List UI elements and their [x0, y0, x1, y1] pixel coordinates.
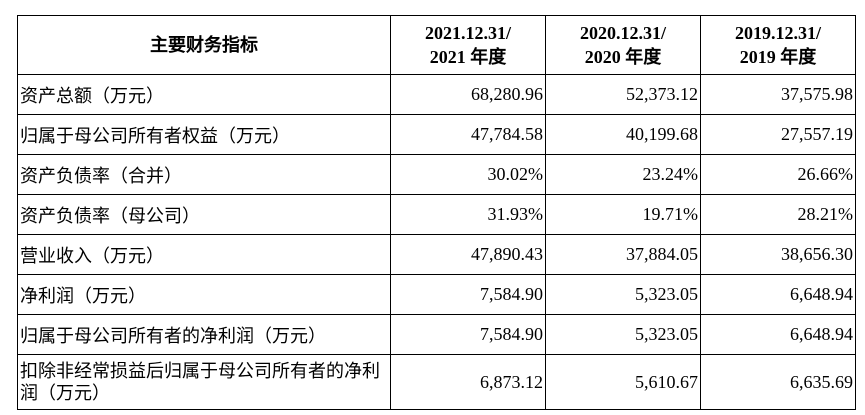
header-cell: 2020.12.31/2020 年度	[545, 15, 701, 75]
row-label: 营业收入（万元）	[17, 234, 391, 275]
cell-value: 6,635.69	[700, 354, 856, 410]
table-row: 资产总额（万元） 68,280.96 52,373.12 37,575.98	[17, 74, 856, 115]
row-label: 归属于母公司所有者的净利润（万元）	[17, 314, 391, 355]
cell-value: 30.02%	[390, 154, 546, 195]
cell-value: 6,648.94	[700, 314, 856, 355]
cell-value: 47,784.58	[390, 114, 546, 155]
header-line: 2020 年度	[584, 47, 662, 67]
row-label: 扣除非经常损益后归属于母公司所有者的净利润（万元）	[17, 354, 391, 410]
cell-value: 37,575.98	[700, 74, 856, 115]
table-row: 资产负债率（合并） 30.02% 23.24% 26.66%	[17, 154, 856, 195]
cell-value: 26.66%	[700, 154, 856, 195]
cell-value: 5,323.05	[545, 274, 701, 315]
row-label: 净利润（万元）	[17, 274, 391, 315]
financial-table: 主要财务指标 2021.12.31/2021 年度 2020.12.31/2020 …	[17, 15, 856, 410]
cell-value: 5,323.05	[545, 314, 701, 355]
row-label: 资产负债率（合并）	[17, 154, 391, 195]
table-row: 营业收入（万元） 47,890.43 37,884.05 38,656.30	[17, 234, 856, 275]
cell-value: 37,884.05	[545, 234, 701, 275]
cell-value: 7,584.90	[390, 314, 546, 355]
header-line: 2019.12.31/	[734, 23, 821, 43]
row-label: 资产总额（万元）	[17, 74, 391, 115]
table-row: 归属于母公司所有者的净利润（万元） 7,584.90 5,323.05 6,648.9…	[17, 314, 856, 355]
cell-value: 68,280.96	[390, 74, 546, 115]
cell-value: 6,648.94	[700, 274, 856, 315]
cell-value: 19.71%	[545, 194, 701, 235]
cell-value: 6,873.12	[390, 354, 546, 410]
table-row: 扣除非经常损益后归属于母公司所有者的净利润（万元） 6,873.12 5,610.6…	[17, 354, 856, 410]
cell-value: 7,584.90	[390, 274, 546, 315]
header-row: 主要财务指标 2021.12.31/2021 年度 2020.12.31/2020 …	[17, 15, 856, 75]
cell-value: 40,199.68	[545, 114, 701, 155]
row-label: 资产负债率（母公司）	[17, 194, 391, 235]
table-row: 净利润（万元） 7,584.90 5,323.05 6,648.94	[17, 274, 856, 315]
cell-value: 52,373.12	[545, 74, 701, 115]
cell-value: 28.21%	[700, 194, 856, 235]
cell-value: 23.24%	[545, 154, 701, 195]
header-cell: 2019.12.31/2019 年度	[700, 15, 856, 75]
table-row: 归属于母公司所有者权益（万元） 47,784.58 40,199.68 27,557.…	[17, 114, 856, 155]
header-cell: 主要财务指标	[17, 15, 391, 75]
header-line: 2021 年度	[429, 47, 507, 67]
header-cell: 2021.12.31/2021 年度	[390, 15, 546, 75]
cell-value: 38,656.30	[700, 234, 856, 275]
header-line: 2020.12.31/	[579, 23, 666, 43]
row-label: 归属于母公司所有者权益（万元）	[17, 114, 391, 155]
cell-value: 47,890.43	[390, 234, 546, 275]
cell-value: 31.93%	[390, 194, 546, 235]
cell-value: 27,557.19	[700, 114, 856, 155]
cell-value: 5,610.67	[545, 354, 701, 410]
table-row: 资产负债率（母公司） 31.93% 19.71% 28.21%	[17, 194, 856, 235]
header-line: 主要财务指标	[150, 35, 258, 55]
header-line: 2021.12.31/	[424, 23, 511, 43]
header-line: 2019 年度	[739, 47, 817, 67]
